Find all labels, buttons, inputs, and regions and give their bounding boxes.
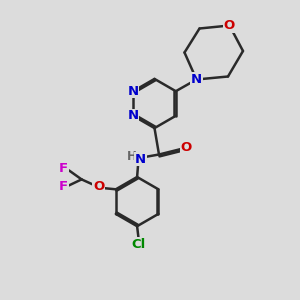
Text: O: O <box>93 180 104 193</box>
Text: N: N <box>135 153 146 166</box>
Text: N: N <box>128 85 139 98</box>
Text: N: N <box>128 109 139 122</box>
Text: H: H <box>127 150 137 163</box>
Text: O: O <box>224 19 235 32</box>
Text: N: N <box>191 73 202 86</box>
Text: F: F <box>59 162 68 176</box>
Text: O: O <box>180 141 192 154</box>
Text: F: F <box>59 180 68 194</box>
Text: Cl: Cl <box>131 238 146 251</box>
